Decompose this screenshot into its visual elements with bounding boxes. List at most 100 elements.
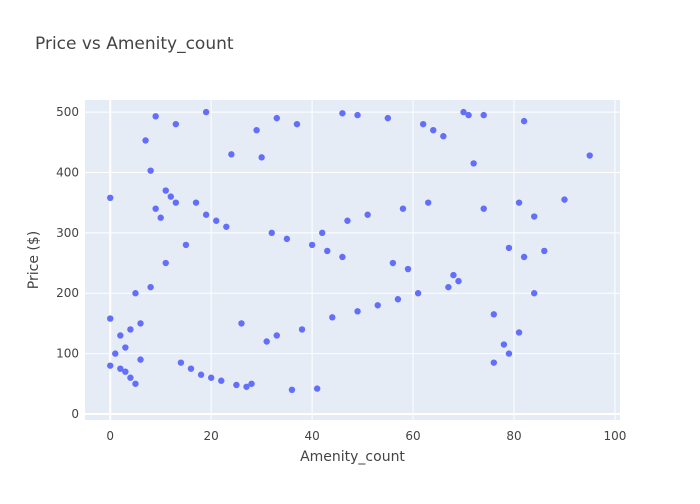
data-point: [374, 302, 381, 309]
data-point: [530, 213, 538, 220]
data-point: [515, 329, 523, 336]
x-tick-label: 80: [506, 429, 521, 443]
data-point: [187, 365, 195, 372]
x-tick-label: 20: [204, 429, 219, 443]
data-point: [329, 314, 336, 321]
data-point: [202, 108, 210, 116]
data-point: [122, 344, 129, 351]
data-point: [202, 211, 210, 218]
data-point: [344, 217, 351, 224]
data-point: [253, 126, 260, 134]
data-point: [243, 383, 250, 390]
data-point: [419, 120, 427, 128]
data-point: [238, 320, 245, 327]
plot-background: [85, 100, 620, 420]
x-tick-label: 60: [405, 429, 420, 443]
data-point: [394, 296, 402, 303]
data-point: [157, 214, 164, 221]
x-tick-labels: 0 20 40 60 80 100: [106, 429, 626, 443]
data-point: [152, 113, 159, 120]
data-point: [505, 350, 513, 357]
data-point: [460, 108, 467, 116]
data-point: [177, 359, 185, 366]
data-point: [339, 253, 346, 261]
data-points: [107, 108, 593, 394]
data-point: [273, 114, 280, 122]
data-point: [258, 154, 265, 161]
data-point: [505, 244, 513, 252]
data-point: [223, 223, 230, 230]
data-point: [127, 326, 134, 333]
data-point: [112, 350, 119, 357]
data-point: [404, 265, 412, 273]
data-point: [298, 326, 306, 333]
data-point: [354, 111, 361, 119]
data-point: [293, 120, 301, 128]
data-point: [172, 120, 180, 128]
data-point: [399, 205, 407, 212]
data-point: [440, 133, 447, 140]
data-point: [137, 320, 144, 327]
data-point: [354, 308, 361, 315]
data-point: [122, 368, 129, 375]
data-point: [218, 377, 225, 384]
data-point: [268, 229, 275, 237]
data-point: [152, 205, 159, 212]
data-point: [117, 332, 124, 339]
data-point: [480, 205, 487, 212]
data-point: [127, 374, 134, 381]
data-point: [430, 126, 437, 134]
data-point: [263, 338, 270, 345]
data-point: [182, 241, 190, 249]
data-point: [162, 187, 169, 194]
x-tick-label: 100: [603, 429, 626, 443]
data-point: [213, 217, 220, 224]
data-point: [515, 199, 523, 206]
data-point: [364, 211, 371, 218]
data-point: [561, 196, 568, 203]
data-point: [142, 137, 149, 144]
y-tick-label: 300: [56, 226, 79, 240]
data-point: [132, 290, 139, 297]
y-tick-labels: 0 100 200 300 400 500: [56, 105, 79, 421]
data-point: [541, 247, 548, 255]
data-point: [248, 380, 255, 387]
y-tick-label: 100: [56, 347, 79, 361]
y-tick-label: 0: [71, 407, 79, 421]
data-point: [147, 167, 154, 174]
y-tick-label: 400: [56, 165, 79, 179]
data-point: [147, 283, 154, 291]
data-point: [319, 229, 326, 237]
data-point: [586, 152, 593, 159]
y-tick-label: 500: [56, 105, 79, 119]
grid-lines: [85, 100, 620, 420]
data-point: [339, 110, 346, 117]
data-point: [414, 290, 422, 297]
data-point: [530, 290, 538, 297]
data-point: [132, 380, 139, 387]
data-point: [107, 315, 114, 322]
data-point: [288, 386, 296, 394]
data-point: [283, 235, 291, 243]
data-point: [490, 359, 498, 366]
data-point: [197, 371, 205, 378]
data-point: [107, 362, 114, 369]
x-axis-title: Amenity_count: [300, 449, 405, 465]
data-point: [172, 199, 180, 206]
x-tick-label: 40: [304, 429, 319, 443]
y-tick-label: 200: [56, 286, 79, 300]
data-point: [313, 385, 321, 392]
chart-title: Price vs Amenity_count: [35, 34, 234, 54]
data-point: [450, 271, 457, 279]
data-point: [308, 241, 316, 249]
data-point: [167, 193, 175, 200]
data-point: [384, 114, 392, 122]
data-point: [500, 341, 508, 348]
data-point: [490, 311, 498, 318]
data-point: [465, 111, 472, 119]
data-point: [137, 356, 144, 363]
data-point: [470, 160, 477, 167]
data-point: [324, 247, 331, 255]
